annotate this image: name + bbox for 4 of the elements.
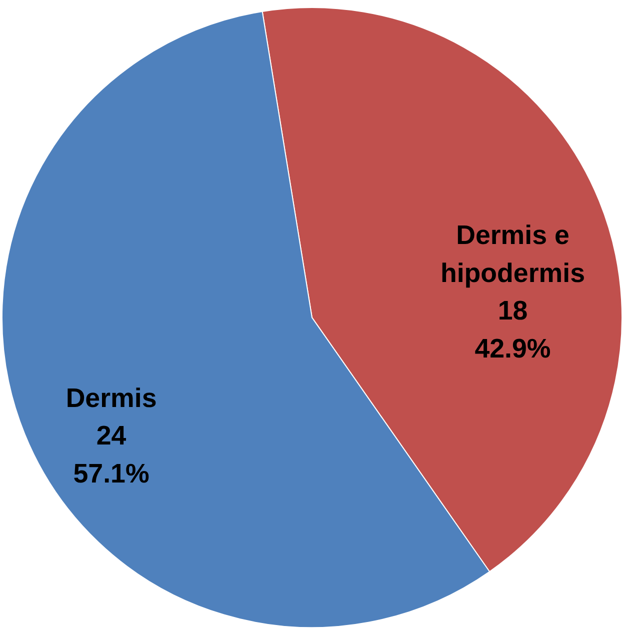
slice-label: Dermis — [66, 382, 157, 413]
slice-label: Dermis e hipodermis — [440, 220, 585, 288]
data-label: 18 42.9% — [474, 296, 551, 364]
data-label: 24 57.1% — [73, 420, 150, 488]
